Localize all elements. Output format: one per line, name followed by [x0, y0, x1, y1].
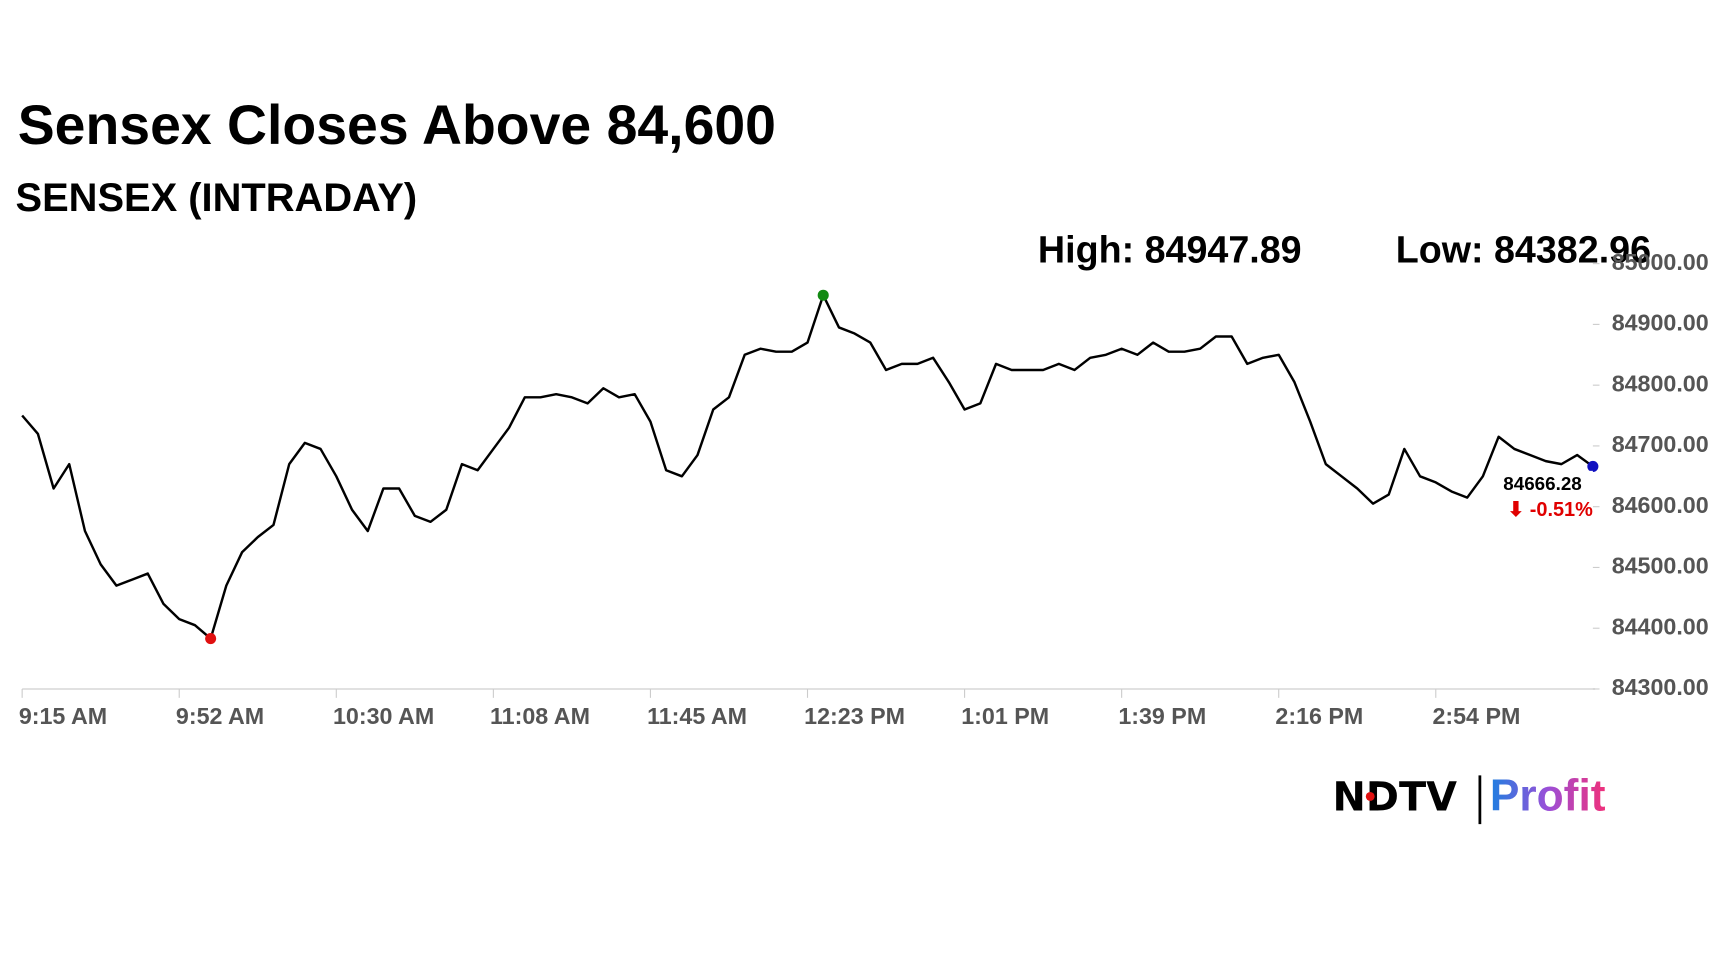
x-tick-label: 1:01 PM [961, 703, 1049, 729]
logo-brand: NDTV [1333, 774, 1458, 820]
last-value-label: 84666.28 [1503, 473, 1582, 494]
x-tick-label: 1:39 PM [1118, 703, 1206, 729]
y-tick-label: 84600.00 [1612, 492, 1709, 518]
x-tick-label: 9:15 AM [19, 703, 107, 729]
logo: NDTV Profit [1333, 771, 1606, 825]
y-tick-label: 84400.00 [1612, 613, 1709, 639]
price-line [21, 293, 1594, 640]
chart-title: Sensex Closes Above 84,600 [18, 94, 776, 156]
x-tick-label: 2:16 PM [1275, 703, 1363, 729]
x-tick-label: 10:30 AM [333, 703, 434, 729]
x-tick-label: 11:08 AM [490, 703, 590, 729]
y-tick-label: 84300.00 [1612, 674, 1709, 700]
high-marker [817, 289, 829, 301]
change-label: ⬇ -0.51% [1508, 499, 1594, 521]
chart-subtitle: SENSEX (INTRADAY) [16, 176, 418, 220]
x-tick-label: 2:54 PM [1432, 703, 1520, 729]
y-tick-label: 84900.00 [1612, 310, 1709, 336]
logo-dot [1365, 792, 1375, 801]
last-label-bg [1504, 470, 1593, 525]
y-tick-label: 84800.00 [1612, 370, 1709, 396]
x-tick-label: 11:45 AM [647, 703, 747, 729]
high-label: High: 84947.89 [1038, 229, 1302, 271]
low-marker [205, 633, 217, 645]
logo-product: Profit [1490, 771, 1606, 820]
x-tick-label: 9:52 AM [176, 703, 264, 729]
x-tick-label: 12:23 PM [804, 703, 905, 729]
y-tick-label: 85000.00 [1612, 249, 1709, 275]
last-marker [1587, 460, 1599, 472]
y-tick-label: 84500.00 [1612, 553, 1709, 579]
low-label: Low: 84382.96 [1396, 229, 1651, 271]
y-tick-label: 84700.00 [1612, 431, 1709, 457]
